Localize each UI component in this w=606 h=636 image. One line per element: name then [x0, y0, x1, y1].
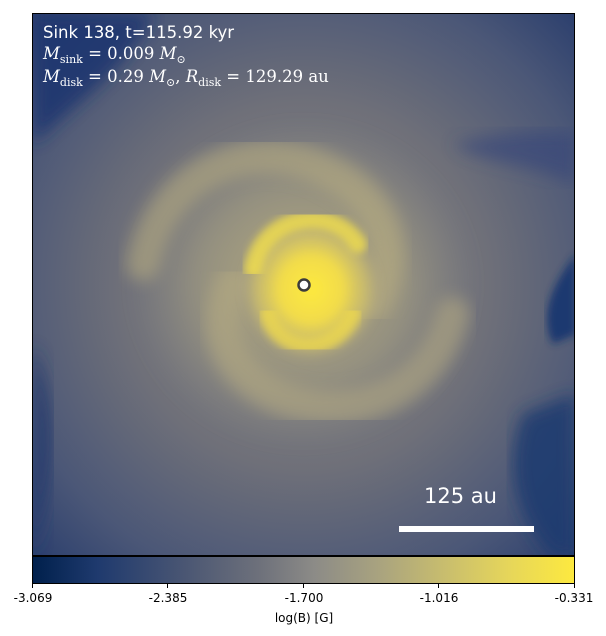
- magnetic-field-map: Sink 138, t=115.92 kyr Msink = 0.009 M⊙ …: [32, 13, 575, 556]
- disk-mass-radius-label: Mdisk = 0.29 M⊙, Rdisk = 129.29 au: [43, 67, 329, 89]
- colorbar-label: log(B) [G]: [274, 611, 334, 625]
- colorbar-tick-label: -1.016: [419, 591, 459, 605]
- colorbar-tick: [32, 584, 33, 588]
- colorbar: [32, 556, 575, 584]
- scale-bar-label: 125 au: [424, 484, 497, 508]
- colorbar-tick: [574, 584, 575, 588]
- colorbar-tick-label: -0.331: [554, 591, 594, 605]
- colorbar-tick-label: -3.069: [13, 591, 53, 605]
- scale-bar: [399, 526, 534, 532]
- colorbar-tick-label: -2.385: [148, 591, 188, 605]
- sink-marker: [297, 278, 311, 292]
- colorbar-tick-label: -1.700: [284, 591, 324, 605]
- colorbar-tick: [438, 584, 439, 588]
- colorbar-tick: [303, 584, 304, 588]
- sink-time-label: Sink 138, t=115.92 kyr: [43, 23, 235, 42]
- colorbar-tick: [167, 584, 168, 588]
- field-image: [33, 14, 574, 555]
- sink-mass-label: Msink = 0.009 M⊙: [43, 44, 186, 66]
- annotation-box: Sink 138, t=115.92 kyr Msink = 0.009 M⊙ …: [43, 22, 329, 89]
